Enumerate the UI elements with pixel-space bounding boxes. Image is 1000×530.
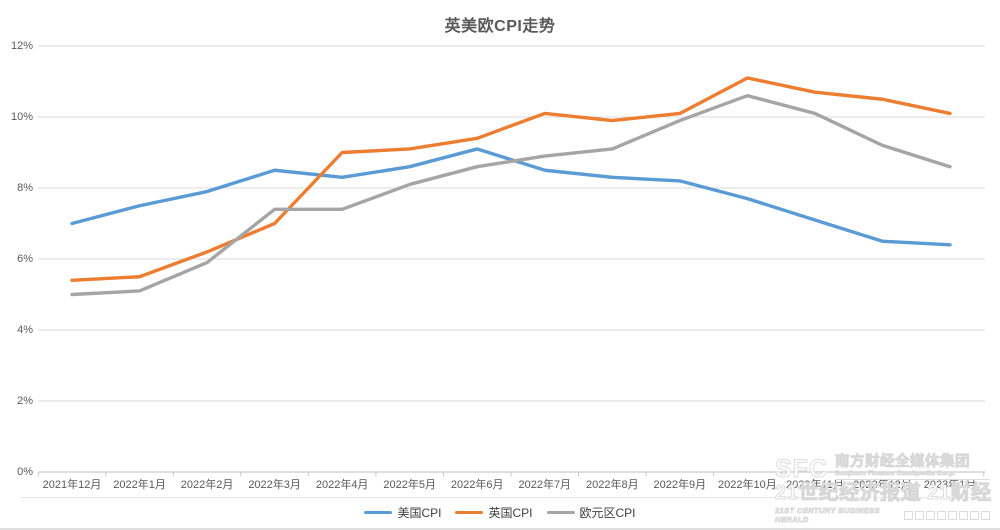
legend-line-swatch [546, 510, 575, 515]
gridlines [38, 45, 985, 473]
x-axis-label: 2022年5月 [383, 479, 436, 491]
series-lines [70, 76, 952, 297]
y-axis-label: 6% [17, 253, 33, 265]
y-axis-label: 8% [17, 182, 33, 194]
legend-item-1: 英国CPI [455, 504, 533, 521]
x-axis-label: 2022年7月 [518, 479, 572, 491]
x-axis-label: 2022年9月 [653, 479, 707, 491]
y-axis-label: 2% [17, 395, 33, 407]
legend-line-swatch [455, 510, 484, 515]
y-axis-label: 12% [10, 40, 33, 52]
legend-label: 美国CPI [397, 506, 442, 520]
x-axis-label: 2022年12月 [853, 479, 912, 491]
x-axis-label: 2022年3月 [248, 479, 301, 491]
x-axis-label: 2022年4月 [315, 479, 369, 491]
y-axis-label: 4% [17, 324, 33, 336]
y-axis-label: 0% [17, 466, 33, 478]
axis-separator-line [20, 497, 992, 498]
series-line-1 [70, 76, 952, 282]
x-axis-label: 2022年10月 [718, 479, 777, 491]
x-axis-label: 2023年1月 [923, 479, 977, 491]
series-line-0 [70, 147, 952, 247]
chart-title: 英美欧CPI走势 [444, 18, 556, 35]
series-line-2 [70, 93, 952, 297]
legend-item-2: 欧元区CPI [546, 504, 636, 521]
legend-label: 欧元区CPI [579, 506, 636, 520]
x-axis-label: 2022年1月 [113, 479, 166, 491]
legend: 美国CPI 英国CPI 欧元区CPI [0, 504, 1000, 521]
x-axis-ticks [37, 472, 985, 477]
x-axis-label: 2022年11月 [785, 479, 844, 491]
legend-item-0: 美国CPI [364, 504, 441, 521]
legend-label: 英国CPI [488, 506, 533, 520]
x-axis-label: 2022年6月 [450, 479, 504, 491]
y-axis-label: 10% [10, 111, 33, 123]
x-axis-label: 2022年8月 [586, 479, 639, 491]
legend-line-swatch [364, 510, 393, 515]
x-axis-label: 2022年2月 [180, 479, 234, 491]
x-axis-label: 2021年12月 [42, 479, 102, 491]
